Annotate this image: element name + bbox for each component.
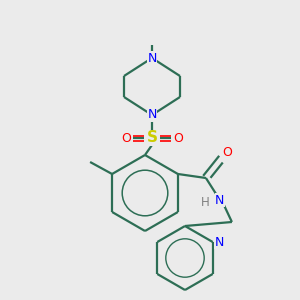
Text: N: N (215, 194, 225, 206)
Text: N: N (147, 52, 157, 64)
Text: N: N (215, 236, 224, 248)
Text: O: O (222, 146, 232, 160)
Text: O: O (173, 131, 183, 145)
Text: H: H (201, 196, 210, 208)
Text: N: N (147, 109, 157, 122)
Text: S: S (146, 130, 158, 146)
Text: O: O (121, 131, 131, 145)
